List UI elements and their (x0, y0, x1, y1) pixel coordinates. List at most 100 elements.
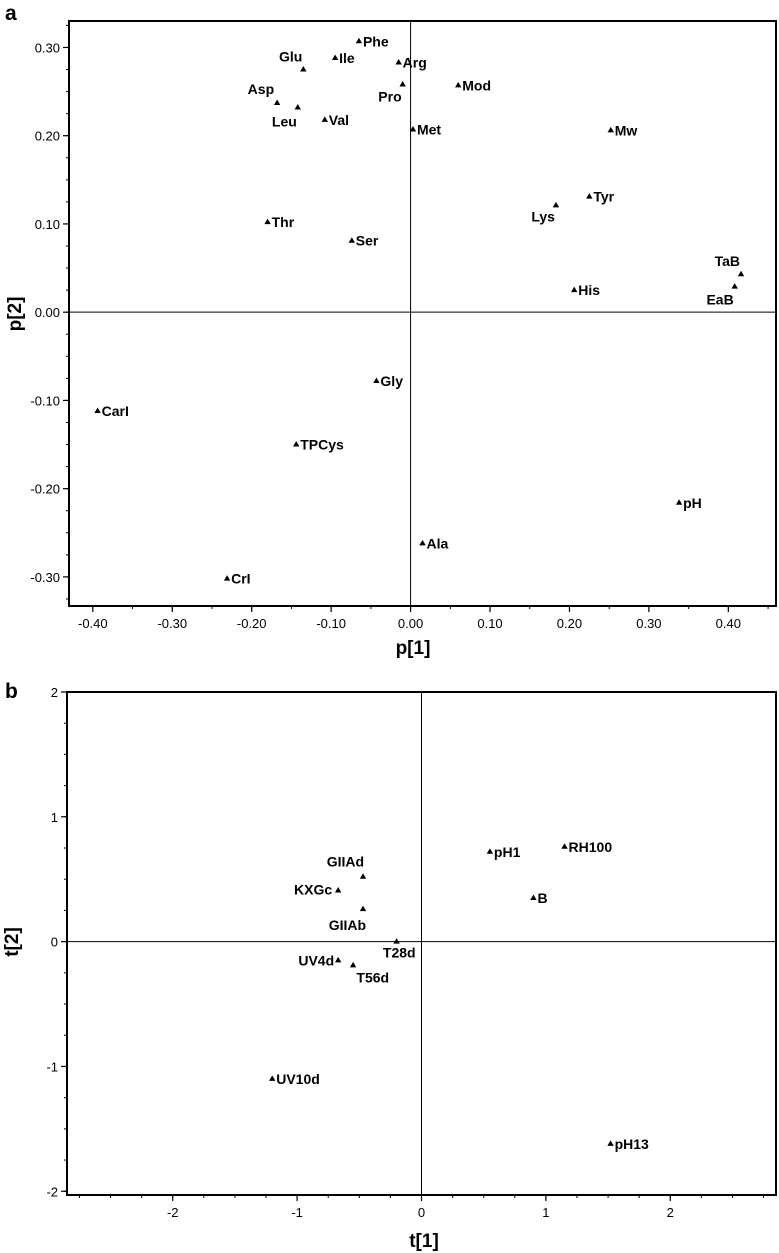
panel-a-x-tick-label: 0.30 (636, 616, 661, 631)
panel-a-point-label-ile: Ile (339, 50, 355, 66)
panel-a-point-label-mod: Mod (462, 77, 491, 93)
panel-a-point-thr (264, 218, 271, 225)
panel-a-x-tick-label: -0.30 (157, 616, 187, 631)
panel-a-point-label-met: Met (417, 122, 441, 138)
panel-a-point-label-cri: CrI (231, 571, 250, 587)
panel-a-y-tick-label: 0.00 (35, 305, 60, 320)
panel-a-point-ala (419, 539, 426, 546)
panel-a-point-label-mw: Mw (615, 122, 638, 138)
panel-b-y-tick-label: 2 (51, 685, 58, 700)
panel-a-x-tick-label: 0.10 (477, 616, 502, 631)
panel-a-x-tick-label: 0.00 (398, 616, 423, 631)
panel-a-point-ph (675, 499, 683, 505)
panel-b-y-axis-label: t[2] (2, 927, 23, 957)
panel-b-point-label-kxgc: KXGc (294, 881, 332, 897)
panel-a-point-label-phe: Phe (363, 33, 389, 49)
panel-b-point-ph1 (486, 848, 494, 854)
panel-a-point-ser (348, 237, 355, 243)
panel-a-point-tab (737, 270, 745, 277)
panel-a-x-tick-label: 0.20 (557, 616, 582, 631)
panel-b-point-label-rh100: RH100 (569, 839, 613, 855)
panel-a-point-label-lys: Lys (531, 208, 555, 224)
panel-b-point-uv4d (334, 956, 342, 963)
panel-a-point-phe (355, 37, 363, 44)
panel-a-point-ile (331, 54, 339, 61)
panel-b-y-tick-label: -1 (46, 1059, 58, 1074)
panel-a-point-glu (300, 66, 307, 72)
panel-a-y-axis-label: p[2] (5, 297, 26, 332)
panel-b-point-label-b: B (537, 890, 547, 906)
panel-a-point-cari (94, 407, 101, 413)
panel-a-point-label-gly: Gly (380, 373, 403, 389)
panel-a-point-met (409, 126, 417, 132)
panel-a-y-tick-label: -0.30 (30, 570, 60, 585)
panel-a-point-label-tyr: Tyr (593, 189, 614, 205)
panel-b-point-ph13 (607, 1140, 614, 1146)
panel-b-point-giiab (359, 905, 367, 912)
panel-b-point-label-t28d: T28d (383, 945, 416, 961)
panel-a-point-val (321, 116, 328, 122)
panel-a-point-label-arg: Arg (403, 54, 427, 70)
panel-a-point-label-his: His (578, 282, 600, 298)
panel-a-letter: a (5, 2, 17, 25)
panel-a-point-label-thr: Thr (272, 214, 295, 230)
panel-b-point-label-ph1: pH1 (494, 844, 521, 860)
panel-b-x-tick-label: 1 (542, 1205, 549, 1220)
panel-b-point-t28d (393, 938, 400, 944)
panel-b-y-tick-label: -2 (46, 1184, 58, 1199)
panel-b-x-tick-label: -1 (291, 1205, 303, 1220)
panel-a-point-mod (455, 81, 462, 88)
panel-a-point-label-tpcys: TPCys (300, 437, 344, 453)
panel-b-y-tick-label: 1 (51, 810, 58, 825)
panel-b-point-label-t56d: T56d (356, 969, 389, 985)
panel-a-y-tick-label: 0.10 (35, 217, 60, 232)
panel-a-point-tyr (586, 193, 593, 199)
panel-b-point-label-giiab: GIIAb (329, 917, 366, 933)
panel-b-x-tick-label: 2 (667, 1205, 674, 1220)
panel-b-point-giiad (359, 873, 367, 879)
panel-a-x-axis-label: p[1] (396, 638, 431, 659)
panel-a-scatter: a p[1] p[2] -0.40 -0.30 -0.20 -0.10 0.00 0.10… (5, 2, 777, 659)
panel-b-point-uv10d (269, 1075, 276, 1081)
panel-a-y-tick-label: -0.10 (30, 393, 60, 408)
panel-b-x-tick-label: -2 (167, 1205, 179, 1220)
panel-a-point-cri (223, 575, 231, 581)
panel-b-point-kxgc (334, 886, 342, 893)
panel-a-y-tick-label: 0.30 (35, 40, 60, 55)
panel-a-plot-frame (68, 20, 777, 607)
panel-a-point-label-val: Val (329, 112, 349, 128)
panel-b-point-b (530, 894, 537, 900)
panel-a-point-leu (294, 103, 301, 110)
panel-a-point-lys (552, 201, 560, 208)
panel-b-point-t56d (349, 961, 357, 968)
panel-b-y-tick-label: 0 (51, 935, 58, 950)
panel-b-point-label-ph13: pH13 (615, 1136, 649, 1152)
panel-a-point-tpcys (292, 441, 300, 447)
panel-a-point-label-ala: Ala (427, 535, 449, 551)
panel-b-point-label-uv4d: UV4d (298, 952, 334, 968)
panel-b-x-axis-label: t[1] (409, 1231, 439, 1252)
panel-a-point-label-asp: Asp (248, 81, 274, 97)
panel-b-point-label-giiad: GIIAd (327, 854, 364, 870)
panel-a-y-tick-label: 0.20 (35, 129, 60, 144)
panel-a-point-label-cari: CarI (102, 403, 129, 419)
panel-a-point-label-ph: pH (683, 495, 702, 511)
panel-a-x-tick-label: -0.10 (316, 616, 346, 631)
panel-b-scatter: b t[1] t[2] -2 -1 0 1 2 -2 -1 0 1 2 RH100 pH1 GIIAd K… (2, 680, 777, 1252)
panel-b-point-rh100 (561, 843, 568, 849)
panel-a-point-arg (395, 58, 402, 65)
panel-a-point-label-ser: Ser (356, 233, 379, 249)
panel-b-point-label-uv10d: UV10d (276, 1071, 320, 1087)
panel-a-x-tick-label: -0.40 (78, 616, 108, 631)
panel-a-point-label-glu: Glu (279, 49, 302, 65)
panel-b-x-tick-label: 0 (418, 1205, 425, 1220)
panel-a-point-label-tab: TaB (715, 253, 740, 269)
panel-a-point-asp (273, 99, 281, 106)
panel-b-letter: b (5, 680, 18, 703)
panel-a-point-his (571, 286, 578, 293)
panel-a-point-label-leu: Leu (272, 113, 297, 129)
panel-a-y-tick-label: -0.20 (30, 482, 60, 497)
panel-a-point-eab (731, 283, 738, 289)
panel-a-point-mw (607, 126, 614, 133)
